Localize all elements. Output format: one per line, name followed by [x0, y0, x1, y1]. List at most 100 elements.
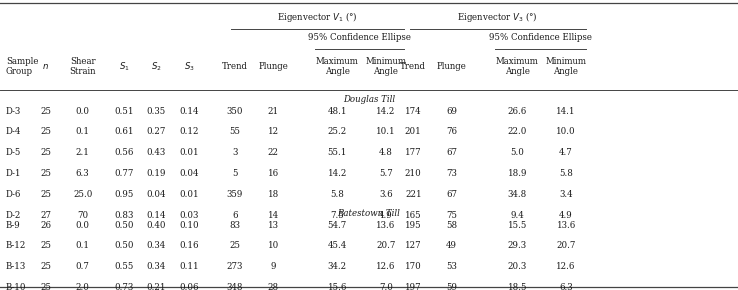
- Text: 0.04: 0.04: [179, 169, 199, 178]
- Text: 127: 127: [405, 241, 421, 251]
- Text: 20.7: 20.7: [376, 241, 396, 251]
- Text: 0.95: 0.95: [114, 190, 134, 199]
- Text: 0.04: 0.04: [147, 190, 166, 199]
- Text: 9: 9: [270, 262, 276, 271]
- Text: 177: 177: [405, 148, 421, 157]
- Text: 25: 25: [41, 190, 51, 199]
- Text: D-3: D-3: [6, 106, 21, 116]
- Text: 210: 210: [405, 169, 421, 178]
- Text: 20.7: 20.7: [556, 241, 576, 251]
- Text: 0.0: 0.0: [76, 220, 89, 230]
- Text: 49: 49: [446, 241, 457, 251]
- Text: 0.27: 0.27: [147, 127, 166, 137]
- Text: D-2: D-2: [6, 211, 21, 220]
- Text: 34.2: 34.2: [328, 262, 347, 271]
- Text: 10: 10: [267, 241, 279, 251]
- Text: 12.6: 12.6: [556, 262, 576, 271]
- Text: 0.06: 0.06: [179, 283, 199, 290]
- Text: 69: 69: [446, 106, 457, 116]
- Text: 4.8: 4.8: [379, 148, 393, 157]
- Text: $n$: $n$: [42, 62, 49, 71]
- Text: 221: 221: [405, 190, 421, 199]
- Text: 48.1: 48.1: [328, 106, 347, 116]
- Text: 0.19: 0.19: [147, 169, 166, 178]
- Text: 95% Confidence Ellipse: 95% Confidence Ellipse: [308, 33, 411, 42]
- Text: Batestown Till: Batestown Till: [337, 209, 401, 218]
- Text: 25: 25: [41, 169, 51, 178]
- Text: 10.0: 10.0: [556, 127, 576, 137]
- Text: 5.8: 5.8: [331, 190, 344, 199]
- Text: 10.1: 10.1: [376, 127, 396, 137]
- Text: 0.50: 0.50: [114, 220, 134, 230]
- Text: 6.3: 6.3: [559, 283, 573, 290]
- Text: 7.5: 7.5: [331, 211, 344, 220]
- Text: 70: 70: [77, 211, 89, 220]
- Text: 0.1: 0.1: [76, 241, 89, 251]
- Text: 0.03: 0.03: [179, 211, 199, 220]
- Text: 170: 170: [405, 262, 421, 271]
- Text: 59: 59: [446, 283, 457, 290]
- Text: 0.35: 0.35: [147, 106, 166, 116]
- Text: 25.0: 25.0: [73, 190, 92, 199]
- Text: 34.8: 34.8: [508, 190, 527, 199]
- Text: D-5: D-5: [6, 148, 21, 157]
- Text: 348: 348: [227, 283, 243, 290]
- Text: 195: 195: [405, 220, 421, 230]
- Text: 0.73: 0.73: [114, 283, 134, 290]
- Text: 25: 25: [41, 241, 51, 251]
- Text: 0.01: 0.01: [179, 190, 199, 199]
- Text: 0.14: 0.14: [147, 211, 166, 220]
- Text: D-6: D-6: [6, 190, 21, 199]
- Text: 21: 21: [267, 106, 279, 116]
- Text: 18: 18: [267, 190, 279, 199]
- Text: 54.7: 54.7: [328, 220, 347, 230]
- Text: 0.40: 0.40: [147, 220, 166, 230]
- Text: 0.01: 0.01: [179, 148, 199, 157]
- Text: 6.3: 6.3: [76, 169, 89, 178]
- Text: 3: 3: [232, 148, 238, 157]
- Text: 6: 6: [232, 211, 238, 220]
- Text: 0.16: 0.16: [179, 241, 199, 251]
- Text: Plunge: Plunge: [437, 62, 466, 71]
- Text: 45.4: 45.4: [328, 241, 347, 251]
- Text: 15.5: 15.5: [508, 220, 527, 230]
- Text: 197: 197: [405, 283, 421, 290]
- Text: 73: 73: [446, 169, 457, 178]
- Text: Trend: Trend: [221, 62, 248, 71]
- Text: 13.6: 13.6: [376, 220, 396, 230]
- Text: 67: 67: [446, 148, 457, 157]
- Text: 0.10: 0.10: [179, 220, 199, 230]
- Text: 12.6: 12.6: [376, 262, 396, 271]
- Text: D-4: D-4: [6, 127, 21, 137]
- Text: 95% Confidence Ellipse: 95% Confidence Ellipse: [489, 33, 592, 42]
- Text: Plunge: Plunge: [258, 62, 288, 71]
- Text: B-10: B-10: [6, 283, 27, 290]
- Text: Trend: Trend: [400, 62, 427, 71]
- Text: 14.1: 14.1: [556, 106, 576, 116]
- Text: 0.11: 0.11: [179, 262, 199, 271]
- Text: 5.0: 5.0: [511, 148, 524, 157]
- Text: 201: 201: [405, 127, 421, 137]
- Text: 0.56: 0.56: [114, 148, 134, 157]
- Text: D-1: D-1: [6, 169, 21, 178]
- Text: 165: 165: [405, 211, 421, 220]
- Text: 0.61: 0.61: [114, 127, 134, 137]
- Text: Minimum
Angle: Minimum Angle: [545, 57, 587, 76]
- Text: 25.2: 25.2: [328, 127, 347, 137]
- Text: 7.0: 7.0: [379, 283, 393, 290]
- Text: 359: 359: [227, 190, 243, 199]
- Text: 2.0: 2.0: [76, 283, 89, 290]
- Text: 13: 13: [268, 220, 278, 230]
- Text: 27: 27: [41, 211, 51, 220]
- Text: 0.7: 0.7: [76, 262, 89, 271]
- Text: Sample
Group: Sample Group: [6, 57, 38, 76]
- Text: 4.7: 4.7: [559, 148, 573, 157]
- Text: 25: 25: [41, 262, 51, 271]
- Text: 0.12: 0.12: [179, 127, 199, 137]
- Text: 14.2: 14.2: [376, 106, 396, 116]
- Text: 0.34: 0.34: [147, 262, 166, 271]
- Text: 12: 12: [267, 127, 279, 137]
- Text: 4.9: 4.9: [559, 211, 573, 220]
- Text: 0.77: 0.77: [114, 169, 134, 178]
- Text: B-12: B-12: [6, 241, 27, 251]
